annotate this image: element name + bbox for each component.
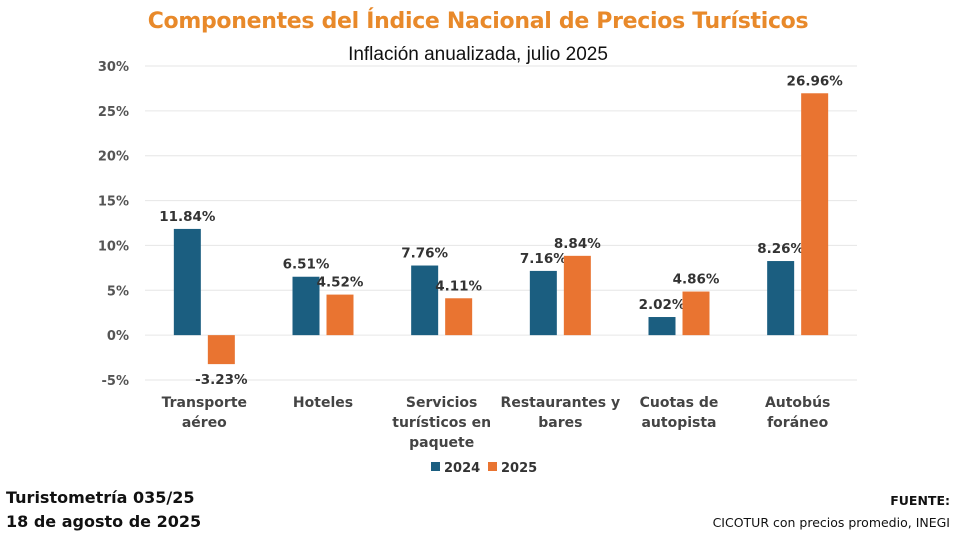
x-tick-label: bares: [538, 415, 582, 431]
data-label: 6.51%: [283, 257, 330, 273]
x-tick-label: Restaurantes y: [501, 395, 621, 411]
source-label: FUENTE:: [890, 493, 950, 508]
bar-2025: [682, 291, 710, 336]
x-tick-label: autopista: [641, 415, 716, 431]
x-tick-label: aéreo: [182, 415, 227, 431]
y-tick-label: 20%: [98, 150, 129, 165]
chart-title: Componentes del Índice Nacional de Preci…: [147, 9, 809, 34]
x-tick-label: Autobús: [765, 395, 830, 411]
data-label: -3.23%: [195, 372, 248, 388]
bar-2024: [292, 276, 320, 336]
x-tick-label: foráneo: [767, 415, 829, 431]
data-label: 11.84%: [159, 209, 216, 225]
legend-swatch-2025: [488, 462, 497, 471]
report-date: 18 de agosto de 2025: [6, 512, 202, 531]
x-tick-label: Transporte: [162, 395, 247, 411]
data-label: 7.16%: [520, 251, 567, 267]
legend-swatch-2024: [431, 462, 440, 471]
bar-2025: [801, 93, 829, 336]
report-id: Turistometría 035/25: [6, 488, 195, 507]
bar-2024: [173, 228, 201, 336]
x-tick-label: paquete: [409, 435, 474, 451]
y-tick-label: 25%: [98, 105, 129, 120]
report-info: Turistometría 035/25 18 de agosto de 202…: [6, 486, 201, 534]
y-tick-label: 15%: [98, 195, 129, 210]
bar-2024: [411, 265, 439, 336]
data-label: 8.26%: [757, 241, 804, 257]
bar-2025: [563, 255, 591, 336]
data-label: 8.84%: [554, 236, 601, 252]
y-tick-label: 5%: [107, 284, 129, 299]
chart-subtitle: Inflación anualizada, julio 2025: [348, 44, 608, 65]
x-tick-label: turísticos en: [392, 415, 491, 431]
x-tick-label: Cuotas de: [640, 395, 719, 411]
data-label: 4.86%: [673, 272, 720, 288]
x-tick-label: Hoteles: [293, 395, 353, 411]
legend-label: 2024: [444, 461, 480, 476]
bar-2024: [767, 261, 795, 336]
legend-label: 2025: [501, 461, 537, 476]
data-label: 26.96%: [787, 73, 844, 89]
bar-2025: [326, 294, 354, 336]
bar-2024: [529, 270, 557, 336]
data-label: 2.02%: [639, 297, 686, 313]
data-label: 4.11%: [435, 278, 482, 294]
source-text: CICOTUR con precios promedio, INEGI: [712, 515, 950, 530]
data-label: 4.52%: [317, 275, 364, 291]
x-tick-label: Servicios: [406, 395, 477, 411]
bar-2025: [207, 335, 235, 365]
source-info: FUENTE: CICOTUR con precios promedio, IN…: [713, 490, 950, 534]
y-tick-label: -5%: [102, 374, 129, 389]
y-tick-label: 0%: [107, 329, 129, 344]
y-tick-label: 10%: [98, 239, 129, 254]
y-tick-label: 30%: [98, 60, 129, 75]
bar-2024: [648, 317, 676, 336]
data-label: 7.76%: [401, 246, 448, 262]
bar-2025: [445, 298, 473, 336]
